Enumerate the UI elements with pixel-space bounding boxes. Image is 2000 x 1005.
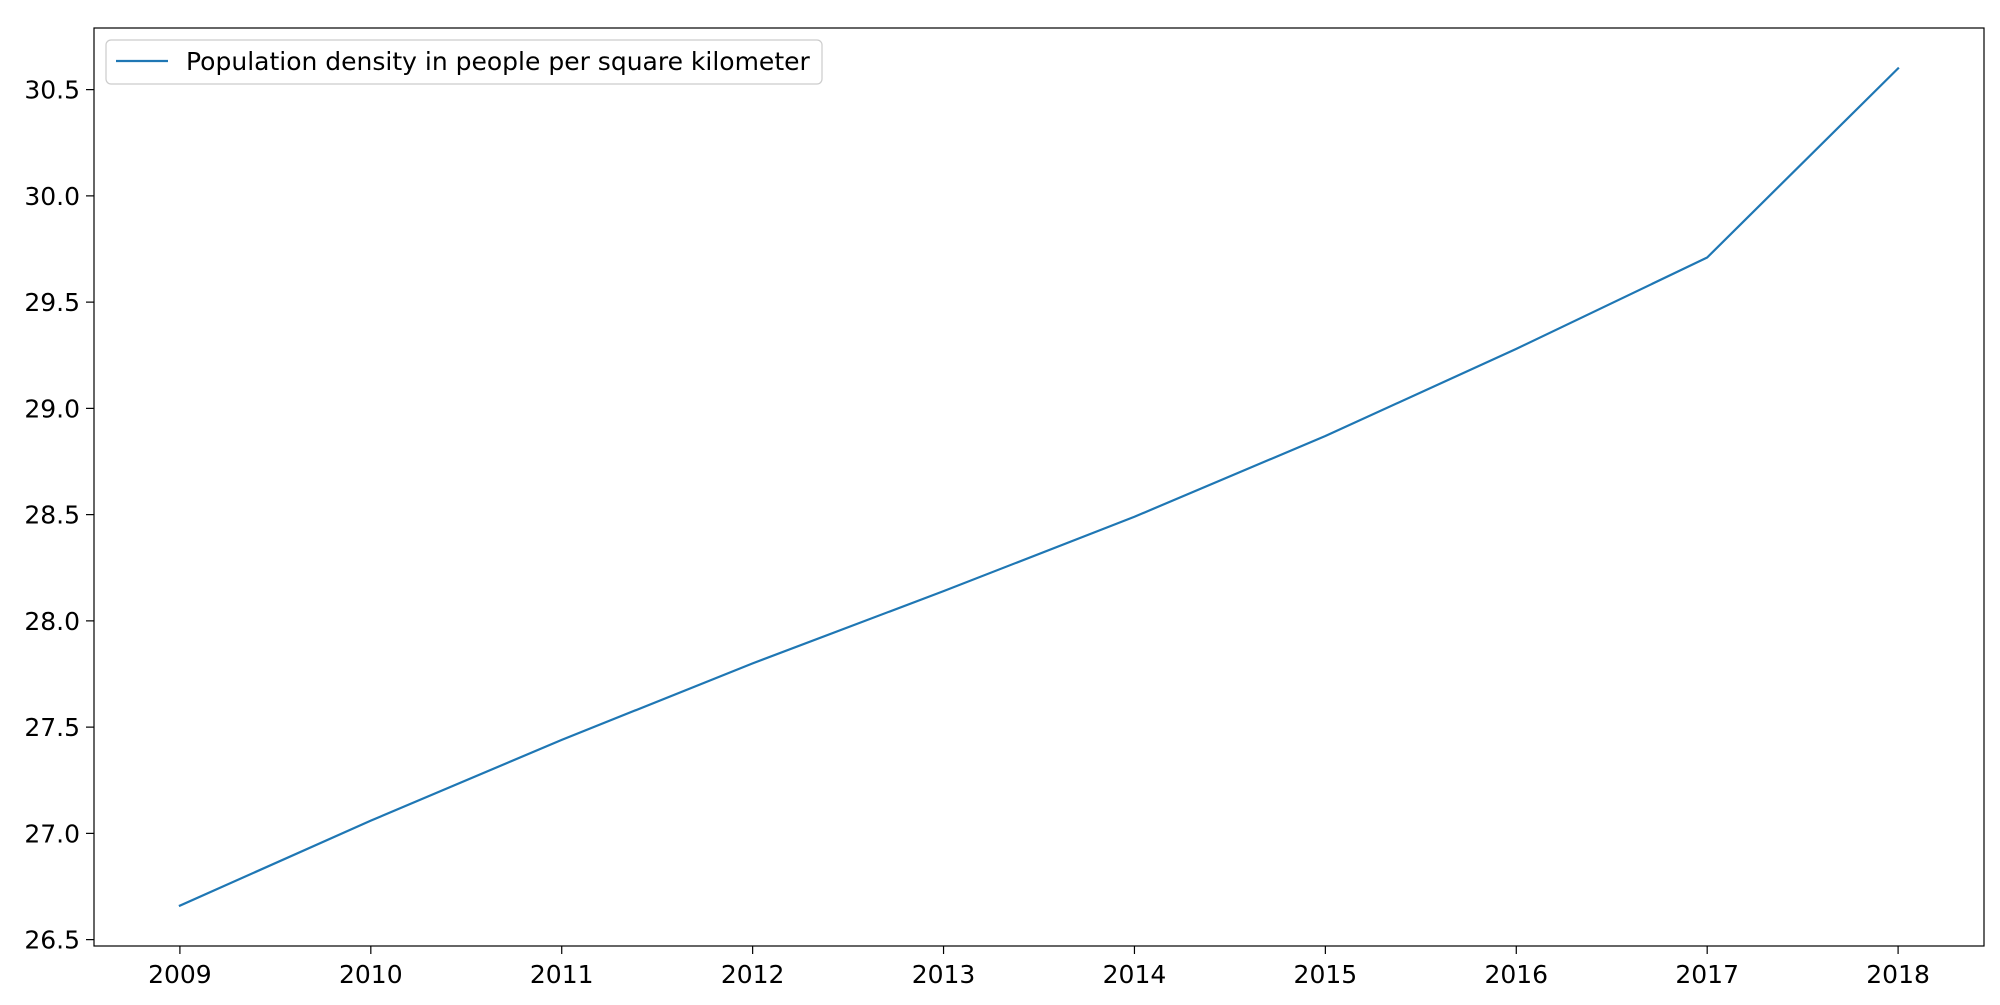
y-tick-label: 29.0 bbox=[24, 394, 80, 423]
y-tick-label: 29.5 bbox=[24, 288, 80, 317]
y-tick-label: 27.0 bbox=[24, 819, 80, 848]
series-layer bbox=[178, 66, 1900, 908]
x-tick-label: 2016 bbox=[1484, 960, 1548, 989]
x-tick-label: 2009 bbox=[148, 960, 212, 989]
plot-frame bbox=[93, 27, 1985, 947]
legend-box bbox=[105, 39, 823, 85]
x-tick-label: 2013 bbox=[912, 960, 976, 989]
x-tick-label: 2014 bbox=[1103, 960, 1167, 989]
x-tick-label: 2018 bbox=[1866, 960, 1930, 989]
x-tick-label: 2010 bbox=[339, 960, 403, 989]
x-tick-label: 2017 bbox=[1675, 960, 1739, 989]
y-tick-label: 30.0 bbox=[24, 182, 80, 211]
y-tick-label: 28.5 bbox=[24, 501, 80, 530]
legend: Population density in people per square … bbox=[105, 39, 823, 85]
y-tick-label: 28.0 bbox=[24, 607, 80, 636]
series-line bbox=[178, 66, 1900, 908]
y-tick-label: 26.5 bbox=[24, 926, 80, 955]
y-axis: 26.5 27.0 27.5 28.0 28.5 29.0 29.5 30.0 30.5 bbox=[24, 76, 94, 955]
x-tick-label: 2012 bbox=[721, 960, 785, 989]
x-tick-label: 2011 bbox=[530, 960, 594, 989]
x-axis: 2009 2010 2011 2012 2013 2014 2015 2016 2017 2018 bbox=[148, 946, 1930, 989]
y-tick-label: 27.5 bbox=[24, 713, 80, 742]
y-tick-label: 30.5 bbox=[24, 76, 80, 105]
legend-series-label: Population density in people per square … bbox=[186, 47, 811, 76]
x-tick-label: 2015 bbox=[1294, 960, 1358, 989]
